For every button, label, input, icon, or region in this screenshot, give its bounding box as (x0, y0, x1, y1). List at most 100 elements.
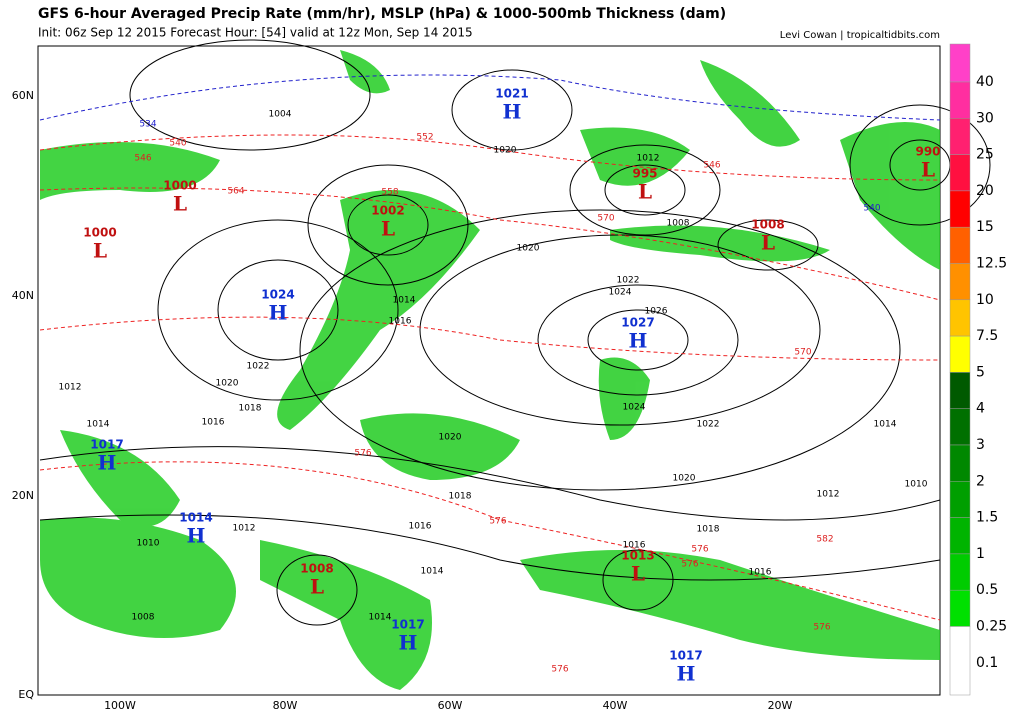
colorbar-label: 0.1 (976, 655, 998, 671)
credit: Levi Cowan | tropicaltidbits.com (780, 30, 940, 41)
isobar-label: 1022 (697, 420, 720, 430)
colorbar-swatch (949, 408, 971, 446)
thickness-label: 546 (134, 154, 151, 164)
center-letter: H (503, 100, 522, 124)
isobar-label: 1012 (817, 490, 840, 500)
thickness-label: 570 (597, 214, 614, 224)
center-letter: L (761, 231, 775, 255)
center-letter: H (629, 329, 648, 353)
colorbar-swatch (949, 299, 971, 337)
isobar-label: 1014 (393, 296, 416, 306)
center-letter: H (677, 662, 696, 686)
thickness-label: 540 (169, 139, 186, 149)
lat-label: 20N (12, 489, 34, 502)
isobar-label: 1016 (623, 541, 646, 551)
colorbar-label: 7.5 (976, 328, 998, 344)
isobar-label: 1020 (216, 379, 239, 389)
isobar-label: 1016 (409, 522, 432, 532)
colorbar-label: 10 (976, 292, 994, 308)
center-value: 1008 (300, 562, 333, 576)
isobar-label: 1014 (421, 567, 444, 577)
colorbar-label: 40 (976, 74, 994, 90)
thickness-label: 576 (681, 560, 698, 570)
title: GFS 6-hour Averaged Precip Rate (mm/hr),… (38, 6, 726, 22)
center-letter: H (269, 301, 288, 325)
lon-label: 80W (273, 699, 298, 712)
colorbar-label: 0.25 (976, 619, 1007, 635)
center-letter: L (93, 239, 107, 263)
lat-label: 60N (12, 89, 34, 102)
colorbar-label: 5 (976, 364, 985, 380)
isobar-label: 1022 (247, 362, 270, 372)
center-value: 1000 (163, 179, 196, 193)
thickness-label: 576 (489, 517, 506, 527)
thickness-label: 576 (354, 449, 371, 459)
colorbar-swatch (949, 372, 971, 409)
center-value: 995 (632, 167, 657, 181)
thickness-label: 576 (813, 623, 830, 633)
colorbar-swatch (949, 444, 971, 482)
thickness-label: 576 (551, 665, 568, 675)
center-letter: L (173, 192, 187, 216)
isobar-label: 1016 (202, 418, 225, 428)
isobar-label: 1014 (87, 420, 110, 430)
thickness-label: 540 (863, 204, 880, 214)
thickness-label: 576 (691, 545, 708, 555)
colorbar-label: 4 (976, 401, 985, 417)
thickness-540 (39, 74, 941, 121)
center-value: 1024 (261, 288, 294, 302)
lon-label: 60W (438, 699, 463, 712)
isobar-label: 1004 (269, 110, 292, 120)
center-value: 1002 (371, 204, 404, 218)
isobar-label: 1018 (697, 525, 720, 535)
isobar-label: 1020 (673, 474, 696, 484)
center-letter: L (638, 180, 652, 204)
colorbar-swatch (949, 553, 971, 591)
colorbar-label: 15 (976, 219, 994, 235)
thickness-label: 546 (703, 161, 720, 171)
precip (40, 50, 940, 690)
isobar-label: 1008 (132, 613, 155, 623)
isobar-label: 1016 (389, 317, 412, 327)
colorbar-swatch (949, 481, 971, 518)
colorbar-swatch (949, 154, 971, 192)
colorbar-swatch (949, 626, 971, 696)
isobar-label: 1024 (609, 288, 632, 298)
colorbar-swatch (949, 226, 971, 264)
isobar-label: 1020 (439, 433, 462, 443)
thickness-label: 582 (816, 535, 833, 545)
center-letter: L (310, 575, 324, 599)
isobar-label: 1020 (517, 244, 540, 254)
center-letter: L (381, 217, 395, 241)
center-value: 1017 (391, 618, 424, 632)
isobar-label: 1022 (617, 276, 640, 286)
thickness-label: 564 (227, 187, 244, 197)
isobar-label: 1026 (645, 307, 668, 317)
center-value: 1013 (621, 549, 654, 563)
lat-label: 40N (12, 289, 34, 302)
lon-label: 40W (603, 699, 628, 712)
center-letter: L (921, 158, 935, 182)
colorbar-swatch (949, 335, 971, 373)
isobar-label: 1012 (59, 383, 82, 393)
colorbar-label: 3 (976, 437, 985, 453)
thickness-label: 570 (794, 348, 811, 358)
lon-label: 20W (768, 699, 793, 712)
isobar-label: 1018 (239, 404, 262, 414)
center-value: 1008 (751, 218, 784, 232)
center-value: 1000 (83, 226, 116, 240)
thickness-lines (39, 134, 941, 621)
isobar-label: 1020 (494, 146, 517, 156)
colorbar-swatch (949, 81, 971, 119)
colorbar-label: 0.5 (976, 582, 998, 598)
isobar-label: 1014 (874, 420, 897, 430)
colorbar-swatch (949, 589, 971, 627)
colorbar-swatch (949, 517, 971, 555)
center-value: 1017 (669, 649, 702, 663)
thickness-label: 558 (381, 188, 398, 198)
colorbar-label: 1 (976, 546, 985, 562)
isobar-label: 1024 (623, 403, 646, 413)
lon-label: 100W (104, 699, 136, 712)
colorbar-label: 12.5 (976, 256, 1007, 272)
center-letter: H (399, 631, 418, 655)
